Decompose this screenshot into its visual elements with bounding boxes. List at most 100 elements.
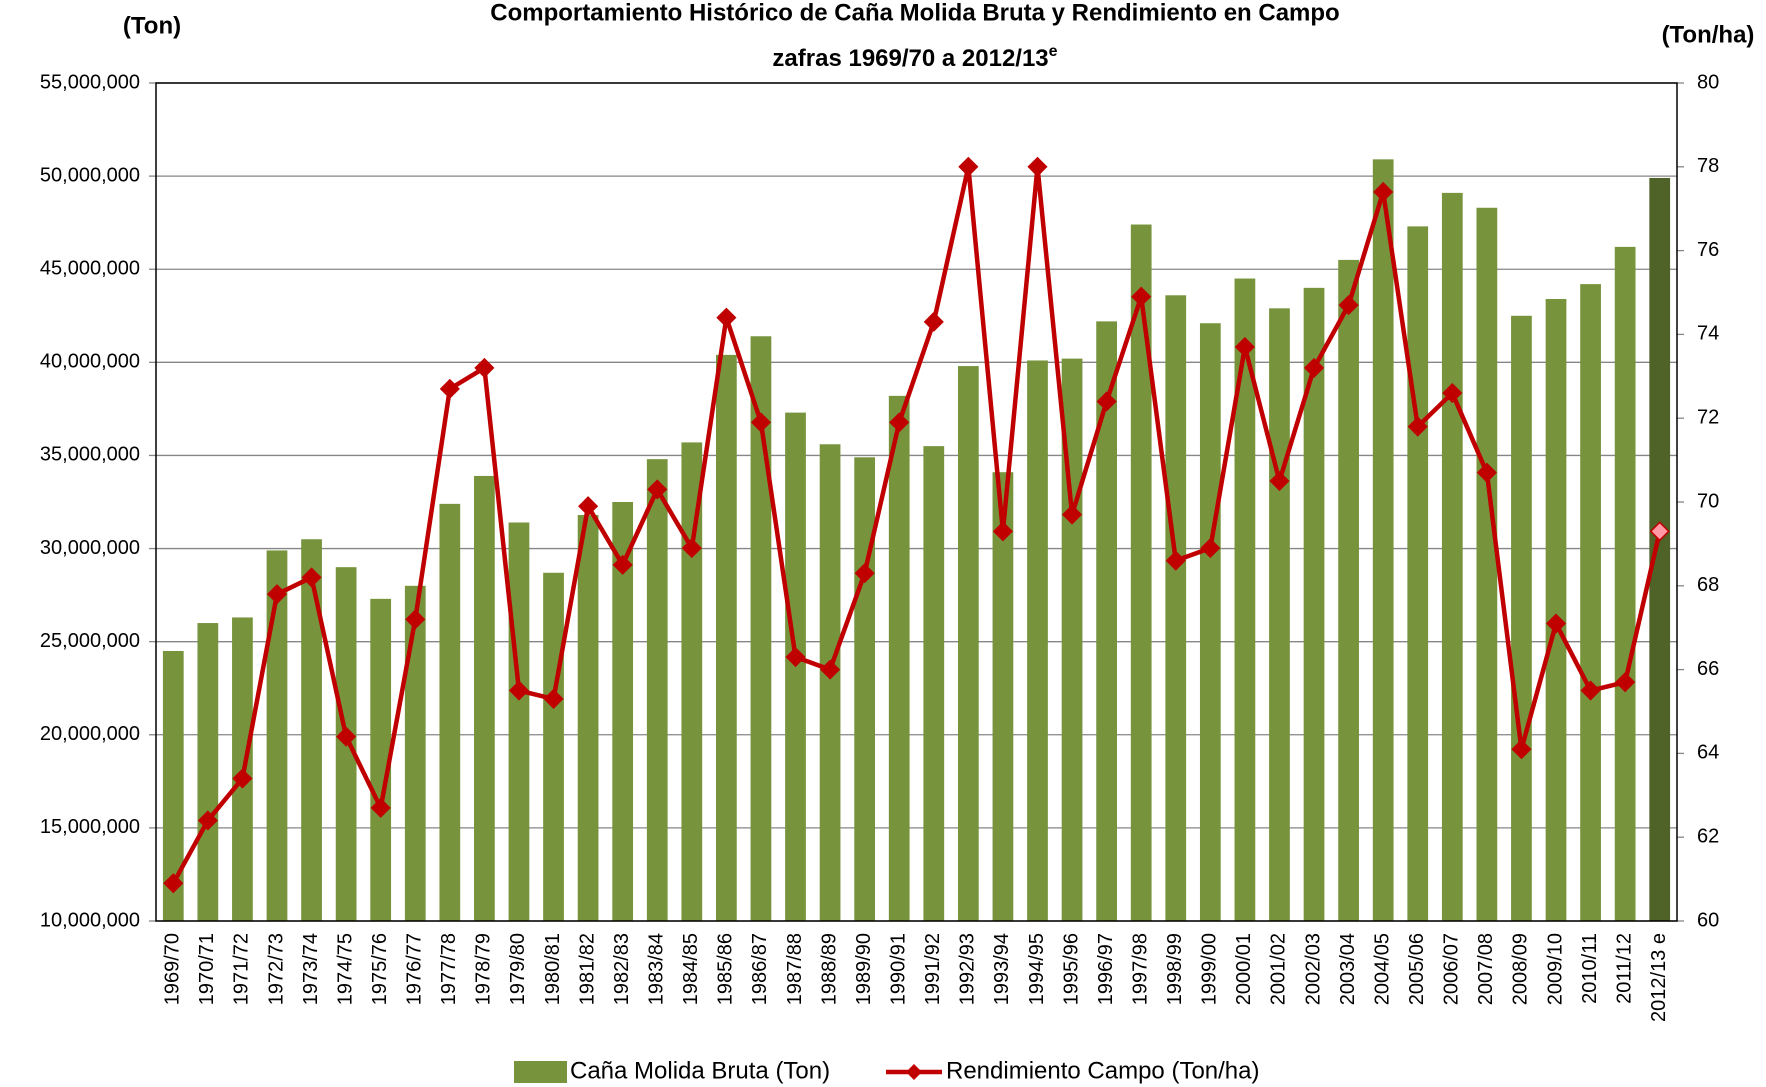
- bar: [474, 475, 495, 921]
- y-axis-label: (Ton): [123, 12, 181, 39]
- chart-title: Comportamiento Histórico de Caña Molida …: [490, 0, 1339, 26]
- marker: [1096, 391, 1117, 412]
- marker: [232, 768, 253, 789]
- marker: [1061, 504, 1083, 525]
- marker: [508, 680, 530, 701]
- marker: [1407, 416, 1428, 437]
- bar: [508, 522, 530, 921]
- marker: [543, 688, 564, 709]
- bar: [819, 444, 841, 921]
- bar: [992, 472, 1014, 921]
- y-tick-label: 40,000,000: [40, 351, 140, 373]
- bar: [1372, 159, 1394, 922]
- marker: [1511, 739, 1532, 760]
- bar: [1580, 284, 1601, 921]
- x-tick-label: 2002/03: [1302, 933, 1324, 1005]
- bar: [1407, 226, 1429, 921]
- marker: [163, 873, 184, 894]
- marker: [785, 646, 806, 668]
- y2-tick-label: 72: [1697, 406, 1719, 428]
- bar: [612, 502, 634, 921]
- marker: [266, 584, 288, 605]
- marker: [820, 659, 841, 680]
- marker: [197, 810, 218, 831]
- x-tick-label: 1992/93: [957, 933, 979, 1005]
- y-tick-label: 25,000,000: [40, 630, 140, 652]
- x-tick-label: 1996/97: [1095, 933, 1117, 1005]
- y2-axis-label: (Ton/ha): [1662, 21, 1755, 48]
- x-tick-label: 1978/79: [473, 933, 495, 1005]
- plot-frame: [155, 82, 1678, 922]
- marker: [647, 479, 668, 500]
- y2-tick-label: 78: [1697, 155, 1719, 177]
- bar: [1303, 287, 1325, 921]
- x-tick-label: 1985/86: [715, 933, 737, 1005]
- bar: [370, 598, 392, 921]
- marker: [612, 554, 633, 575]
- x-tick-label: 1995/96: [1060, 933, 1082, 1005]
- x-tick-label: 2003/04: [1337, 933, 1359, 1005]
- y-tick-label: 35,000,000: [40, 444, 140, 466]
- y2-tick-label: 74: [1697, 323, 1719, 345]
- marker: [1303, 357, 1325, 378]
- x-tick-label: 2007/08: [1475, 933, 1497, 1005]
- marker: [405, 609, 426, 630]
- marker: [1269, 470, 1290, 492]
- y2-tick-label: 60: [1697, 909, 1719, 931]
- y-tick-label: 50,000,000: [40, 164, 140, 186]
- marker: [1649, 521, 1670, 542]
- legend-label: Rendimiento Campo (Ton/ha): [946, 1057, 1260, 1084]
- x-tick-label: 1973/74: [300, 933, 322, 1005]
- bar: [1545, 299, 1567, 921]
- marker: [1131, 286, 1152, 307]
- x-tick-label: 1987/88: [784, 933, 806, 1005]
- y2-tick-label: 70: [1697, 490, 1719, 512]
- y-tick-label: 45,000,000: [40, 258, 140, 280]
- x-tick-label: 2004/05: [1371, 933, 1393, 1005]
- marker: [1200, 538, 1221, 559]
- x-tick-label: 1994/95: [1026, 933, 1048, 1005]
- line: [171, 164, 1662, 885]
- bar: [1269, 308, 1290, 922]
- marker: [370, 797, 391, 818]
- marker: [1338, 295, 1359, 316]
- y-tick-label: 55,000,000: [40, 71, 140, 93]
- bar: [923, 446, 945, 921]
- legend-label: Caña Molida Bruta (Ton): [570, 1057, 830, 1084]
- x-tick-label: 1974/75: [334, 933, 356, 1005]
- bar: [1441, 192, 1463, 922]
- marker: [1476, 462, 1497, 483]
- x-tick-label: 1975/76: [369, 933, 391, 1005]
- x-tick-label: 1970/71: [196, 933, 218, 1005]
- x-tick-label: 1983/84: [646, 933, 668, 1005]
- bar: [543, 572, 564, 921]
- marker: [1545, 613, 1567, 634]
- bar: [646, 459, 668, 921]
- bar: [750, 336, 772, 921]
- y-tick-label: 20,000,000: [40, 723, 140, 745]
- x-tick-label: 2008/09: [1510, 933, 1532, 1005]
- bar: [888, 395, 910, 921]
- marker: [923, 311, 944, 332]
- marker: [889, 412, 910, 433]
- x-tick-label: 2005/06: [1406, 933, 1428, 1005]
- y2-tick-label: 62: [1697, 825, 1719, 847]
- x-tick-label: 2006/07: [1441, 933, 1463, 1005]
- y2-tick-label: 64: [1697, 742, 1719, 764]
- x-tick-label: 2000/01: [1233, 933, 1255, 1005]
- x-tick-label: 1988/89: [818, 933, 840, 1005]
- marker: [1027, 156, 1048, 177]
- bar: [197, 623, 219, 921]
- y2-tick-label: 80: [1697, 71, 1719, 93]
- marker: [474, 357, 495, 378]
- marker: [578, 496, 599, 517]
- bar: [1027, 360, 1048, 922]
- legend-swatch: [514, 1061, 567, 1083]
- x-tick-label: 1980/81: [542, 933, 564, 1005]
- marker: [750, 412, 772, 433]
- marker: [301, 567, 322, 588]
- marker: [681, 538, 702, 559]
- x-tick-label: 1969/70: [162, 933, 184, 1005]
- bar: [957, 366, 979, 922]
